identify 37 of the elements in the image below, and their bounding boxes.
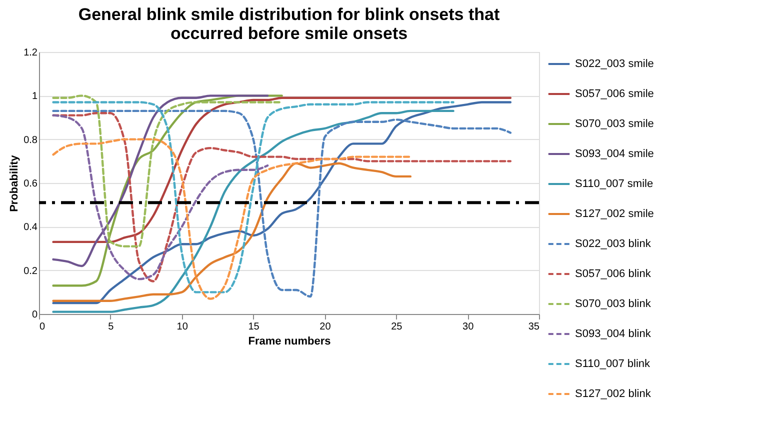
legend-label: S057_006 smile [575, 88, 654, 100]
line-series [52, 94, 283, 248]
x-tick-label: 30 [462, 322, 474, 332]
legend-label: S093_004 smile [575, 148, 654, 160]
y-tick-label: 0.2 [24, 266, 38, 277]
y-tick-label: 1 [32, 91, 38, 102]
legend-label: S110_007 smile [575, 178, 654, 190]
legend-label: S127_002 smile [575, 208, 654, 220]
y-tick-label: 0.8 [24, 134, 38, 146]
y-tick-label: 0 [32, 310, 38, 320]
line-series [52, 96, 512, 244]
line-series [52, 138, 412, 300]
x-tick-label: 0 [40, 322, 46, 332]
x-tick-label: 15 [248, 322, 260, 332]
legend-label: S022_003 blink [575, 238, 652, 250]
legend-label: S127_002 blink [575, 388, 652, 400]
line-series [52, 94, 269, 268]
x-axis-title: Frame numbers [248, 336, 331, 348]
chart-title: General blink smile distribution for blink onsets that occurred before smile onsets [78, 5, 500, 43]
line-series [52, 94, 283, 287]
x-tick-label: 35 [528, 322, 540, 332]
x-tick-label: 25 [391, 322, 403, 332]
x-tick-label: 10 [176, 322, 188, 332]
y-tick-label: 0.6 [24, 178, 38, 190]
x-tick-label: 20 [320, 322, 332, 332]
line-series [52, 162, 412, 302]
legend-label: S093_004 blink [575, 328, 652, 340]
y-axis-title: Probability [8, 154, 21, 212]
x-tick-label: 5 [108, 322, 114, 332]
legend-label: S070_003 smile [575, 118, 654, 130]
y-tick-label: 1.2 [24, 48, 38, 58]
y-tick-label: 0.4 [24, 222, 38, 234]
legend-label: S110_007 blink [575, 358, 651, 370]
line-series [52, 114, 269, 280]
legend-label: S057_006 blink [575, 268, 652, 280]
legend-label: S022_003 smile [575, 58, 654, 70]
legend-label: S070_003 blink [575, 298, 652, 310]
